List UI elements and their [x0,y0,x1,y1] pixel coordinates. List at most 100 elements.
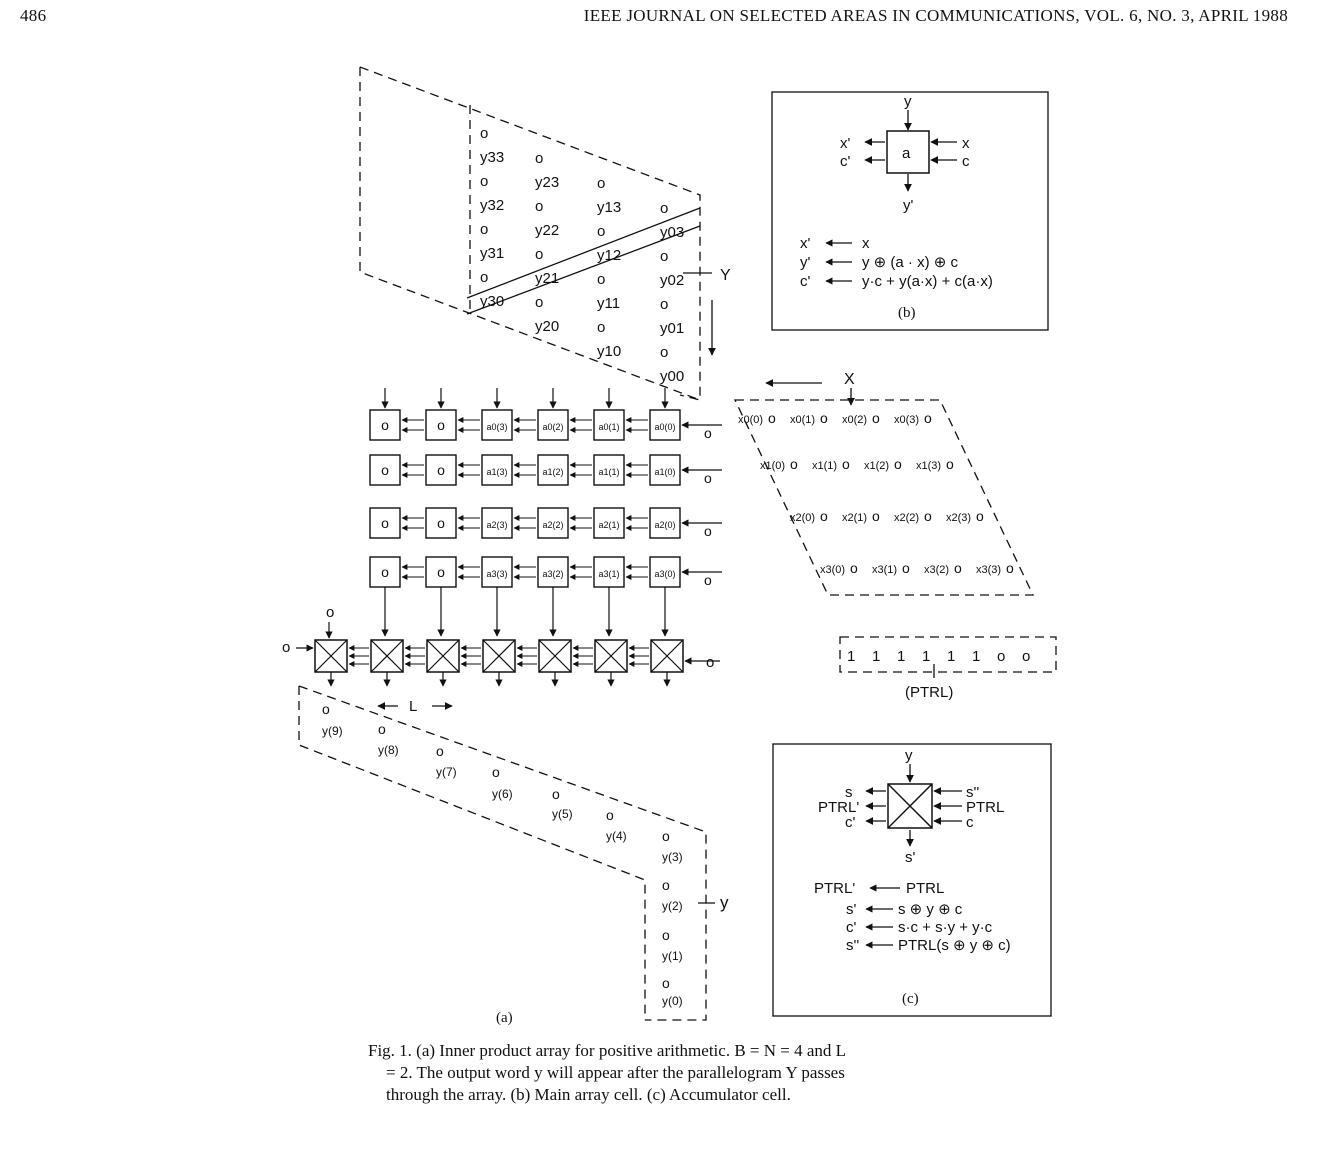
output-y-entry: o [436,743,444,759]
array-cell-coefficient: a3(1) [598,569,619,579]
y-parallelogram-entry: o [480,173,488,190]
panel-c-eq4-rhs: PTRL(s ⊕ y ⊕ c) [898,937,1011,954]
x-direction-indicator [765,379,855,406]
panel-b-eq2-lhs: y' [800,254,811,271]
output-y-entry: o [662,877,670,893]
x-parallelogram-entry: o [850,560,858,576]
y-parallelogram-entry: y02 [660,272,684,289]
panel-c-eq1-lhs: PTRL' [814,880,855,897]
x-parallelogram-entry: x0(3) [894,414,919,426]
x-parallelogram-entry: x0(2) [842,414,867,426]
accumulator-cell-cross [594,639,628,673]
panel-c-eq3-lhs: c' [846,919,857,936]
caption-line-3: through the array. (b) Main array cell. … [386,1085,791,1104]
y-direction-indicator [683,272,716,356]
ptrl-strip [839,636,1057,673]
panel-b-label: (b) [898,305,916,321]
panel-c-eq1-rhs: PTRL [906,880,944,897]
output-y-entry: y(5) [552,807,573,821]
array-cell-coefficient: o [381,462,389,478]
array-cell-coefficient: a0(0) [654,422,675,432]
output-y-entry: y(8) [378,743,399,757]
x-parallelogram-entry: x2(3) [946,512,971,524]
panel-b-out-c: c' [840,153,851,170]
accumulator-cell-cross [314,639,348,673]
panel-b-eq3-lhs: c' [800,273,811,290]
y-parallelogram-entry: o [535,198,543,215]
y-parallelogram-entry: o [535,294,543,311]
array-cell [649,454,681,486]
array-cell [369,556,401,588]
y-parallelogram-entry: y13 [597,199,621,216]
ptrl-label: (PTRL) [905,684,953,701]
y-parallelogram-entry: o [597,175,605,192]
accumulator-cell-cross [650,639,684,673]
output-y-entry: o [492,764,500,780]
y-parallelogram-entry: y21 [535,270,559,287]
ptrl-value: 1 [847,648,855,665]
output-y-band [298,685,707,1021]
output-y-entry: y(0) [662,994,683,1008]
array-cell-coefficient: a0(1) [598,422,619,432]
array-row-zero: o [704,523,712,539]
array-cell-coefficient: o [437,564,445,580]
x-parallelogram-entry: x2(0) [790,512,815,524]
array-cell [593,507,625,539]
array-cell-coefficient: o [381,417,389,433]
x-parallelogram-entry: o [872,508,880,524]
y-parallelogram-entry: y11 [597,295,620,312]
array-cell [481,454,513,486]
y-parallelogram-entry: y12 [597,247,621,264]
array-cell-coefficient: o [437,417,445,433]
array-cell [425,454,457,486]
array-cell [369,409,401,441]
y-parallelogram-entry: y32 [480,197,504,214]
y-parallelogram-entry: y23 [535,174,559,191]
x-parallelogram-entry: o [902,560,910,576]
array-cell [649,507,681,539]
panel-b-eq3-rhs: y·c + y(a·x) + c(a·x) [862,273,993,290]
panel-c-right-s: s'' [966,784,979,801]
panel-c-right-c: c [966,814,974,831]
panel-c-left-ptrl: PTRL' [818,799,859,816]
array-cell-coefficient: a1(2) [542,467,563,477]
panel-b-eq2-rhs: y ⊕ (a · x) ⊕ c [862,254,958,271]
output-y-entry: o [606,807,614,823]
x-parallelogram-entry: o [872,410,880,426]
array-cell [537,556,569,588]
array-cell [593,409,625,441]
array-cell-coefficient: a0(2) [542,422,563,432]
array-cell [649,409,681,441]
y-parallelogram-entry: o [535,150,543,167]
x-parallelogram-entry: x2(1) [842,512,867,524]
panel-c-eq4-lhs: s'' [846,937,859,954]
accumulator-cell-cross [538,639,572,673]
panel-b-in-y: y [904,93,912,110]
panel-b-eq1-rhs: x [862,235,870,252]
array-cell-coefficient: a1(0) [654,467,675,477]
output-y-entry: y(1) [662,949,683,963]
output-y-entry: y(4) [606,829,627,843]
panel-c-left-s: s [845,784,853,801]
acc-top-zero: o [326,604,334,621]
panel-c-eq2-lhs: s' [846,901,857,918]
y-parallelogram-values: o y33 o y32 o y31 o y30 o y23 o y22 o y21 o y20 o y13 o y12… [480,125,684,385]
array-cell [369,454,401,486]
y-direction-label: Y [720,267,731,284]
panel-b-eq1-lhs: x' [800,235,811,252]
array-cell [649,556,681,588]
ptrl-value: 1 [972,648,980,665]
x-parallelogram-entry: x3(1) [872,564,897,576]
accumulator-cell-symbol [887,783,933,829]
y-parallelogram-entry: y03 [660,224,684,241]
x-parallelogram-entry: x1(2) [864,460,889,472]
array-row-zero: o [704,572,712,588]
panel-b-box: a y x c y' x' c' x' x y' y ⊕ (a · x) ⊕ c… [771,91,1049,331]
array-cell [481,507,513,539]
output-y-entry: y(9) [322,724,343,738]
array-cell-coefficient: a3(3) [486,569,507,579]
y-parallelogram-entry: y00 [660,368,684,385]
x-parallelogram-entry: o [924,410,932,426]
array-cell-coefficient: a1(1) [598,467,619,477]
